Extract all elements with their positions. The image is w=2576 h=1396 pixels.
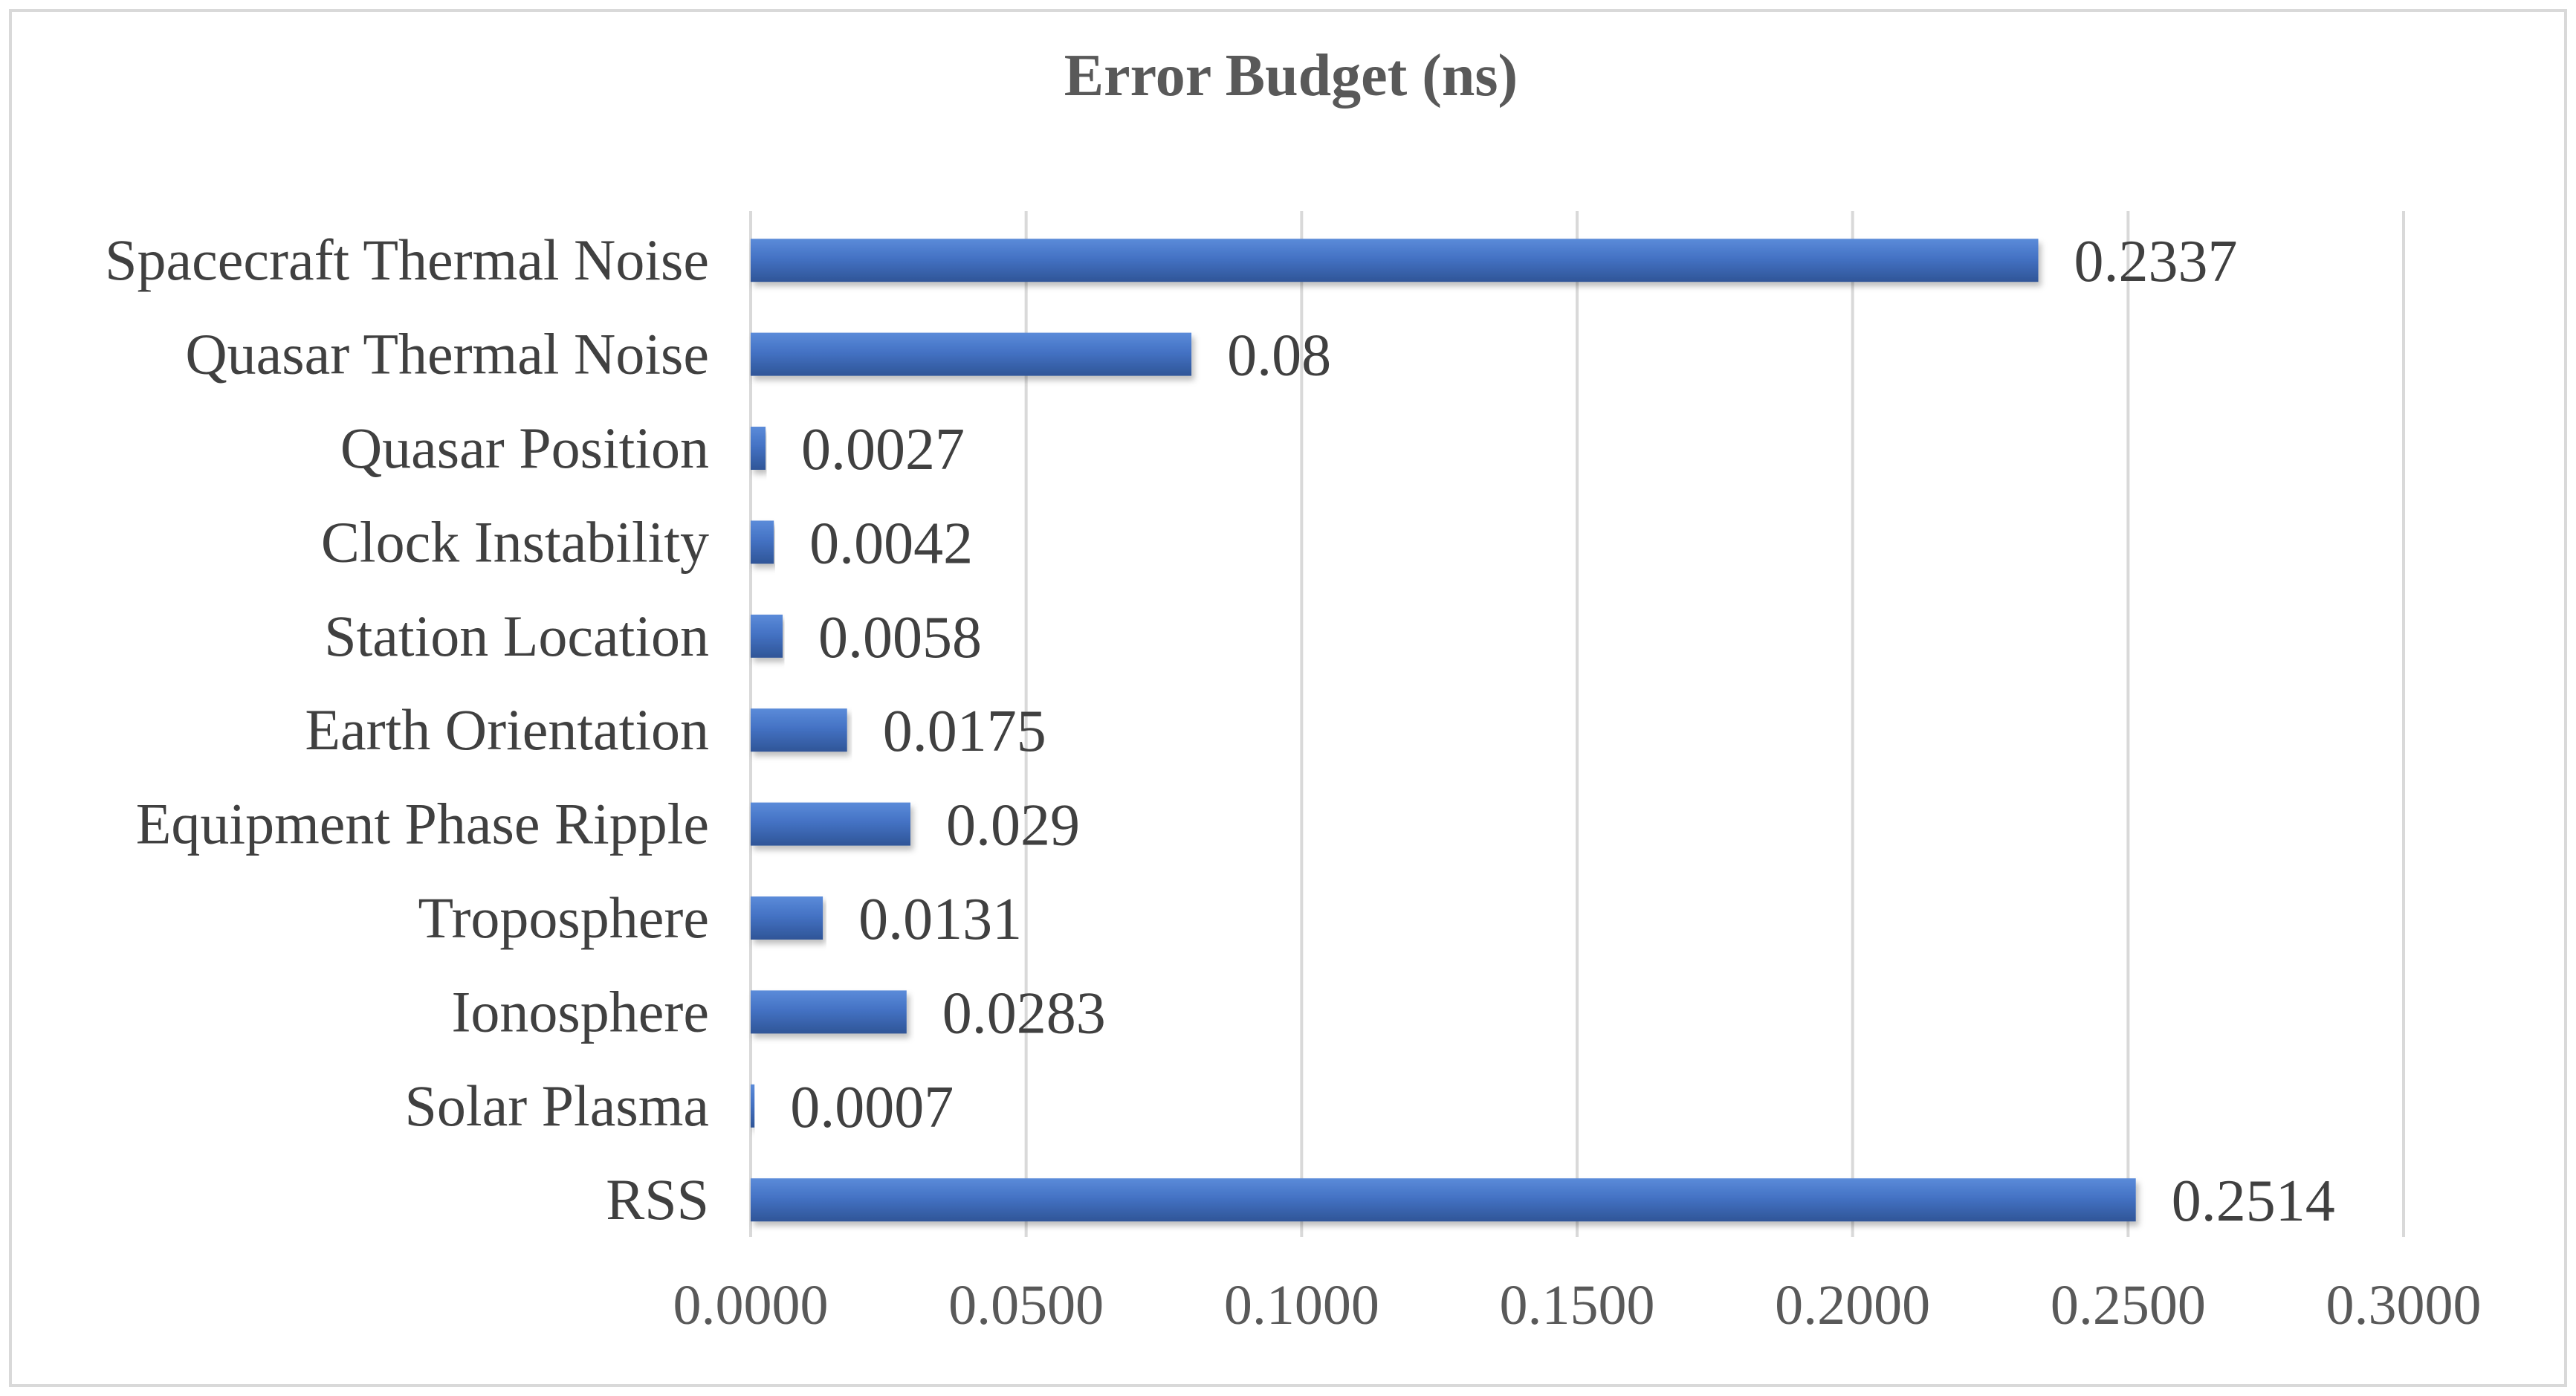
data-label: 0.2514 bbox=[2172, 1169, 2335, 1234]
data-label: 0.0131 bbox=[858, 887, 1022, 952]
x-tick-label: 0.0500 bbox=[948, 1274, 1104, 1337]
bar-chart: Error Budget (ns) Spacecraft Thermal Noi… bbox=[105, 43, 2482, 1337]
data-label: 0.0027 bbox=[801, 417, 965, 482]
category-label: Quasar Thermal Noise bbox=[185, 322, 709, 387]
data-label: 0.2337 bbox=[2074, 229, 2237, 294]
bar bbox=[751, 708, 847, 752]
chart-title: Error Budget (ns) bbox=[1064, 43, 1518, 109]
data-label: 0.029 bbox=[946, 793, 1080, 859]
category-label: Quasar Position bbox=[340, 416, 709, 480]
bar bbox=[751, 332, 1192, 376]
category-label: Spacecraft Thermal Noise bbox=[105, 227, 709, 292]
category-labels: Spacecraft Thermal Noise Quasar Thermal N… bbox=[105, 227, 709, 1232]
category-label: Station Location bbox=[324, 604, 709, 668]
x-tick-label: 0.2000 bbox=[1775, 1274, 1930, 1337]
chart-area: Error Budget (ns) Spacecraft Thermal Noi… bbox=[9, 9, 2567, 1387]
x-tick-label: 0.1000 bbox=[1224, 1274, 1379, 1337]
data-labels: 0.2337 0.08 0.0027 0.0042 0.0058 0.0175 0.029 0… bbox=[790, 229, 2335, 1234]
x-tick-label: 0.2500 bbox=[2051, 1274, 2206, 1337]
data-label: 0.0007 bbox=[790, 1075, 954, 1140]
category-label: Equipment Phase Ripple bbox=[136, 792, 709, 856]
data-label: 0.0175 bbox=[883, 699, 1046, 764]
bar bbox=[751, 520, 774, 564]
category-label: Troposphere bbox=[418, 885, 709, 950]
x-tick-label: 0.1500 bbox=[1500, 1274, 1655, 1337]
x-tick-label: 0.3000 bbox=[2326, 1274, 2482, 1337]
data-label: 0.0042 bbox=[809, 511, 973, 576]
data-label: 0.0058 bbox=[818, 605, 982, 670]
bar bbox=[751, 427, 766, 470]
bars bbox=[751, 239, 2136, 1222]
grid-lines bbox=[749, 211, 2405, 1237]
category-label: Clock Instability bbox=[321, 509, 709, 574]
bar bbox=[751, 896, 823, 940]
bar bbox=[751, 1084, 755, 1128]
bar bbox=[751, 614, 783, 658]
category-label: Earth Orientation bbox=[305, 697, 709, 762]
category-label: Ionosphere bbox=[451, 979, 709, 1044]
bar bbox=[751, 802, 910, 846]
x-tick-label: 0.0000 bbox=[673, 1274, 829, 1337]
data-label: 0.0283 bbox=[942, 980, 1106, 1046]
bar bbox=[751, 990, 907, 1034]
bar bbox=[751, 1178, 2136, 1222]
x-axis-tick-labels: 0.0000 0.0500 0.1000 0.1500 0.2000 0.2500 0.30… bbox=[673, 1274, 2482, 1337]
data-label: 0.08 bbox=[1227, 323, 1331, 389]
category-label: RSS bbox=[606, 1167, 709, 1232]
bar bbox=[751, 239, 2039, 282]
category-label: Solar Plasma bbox=[405, 1073, 709, 1138]
